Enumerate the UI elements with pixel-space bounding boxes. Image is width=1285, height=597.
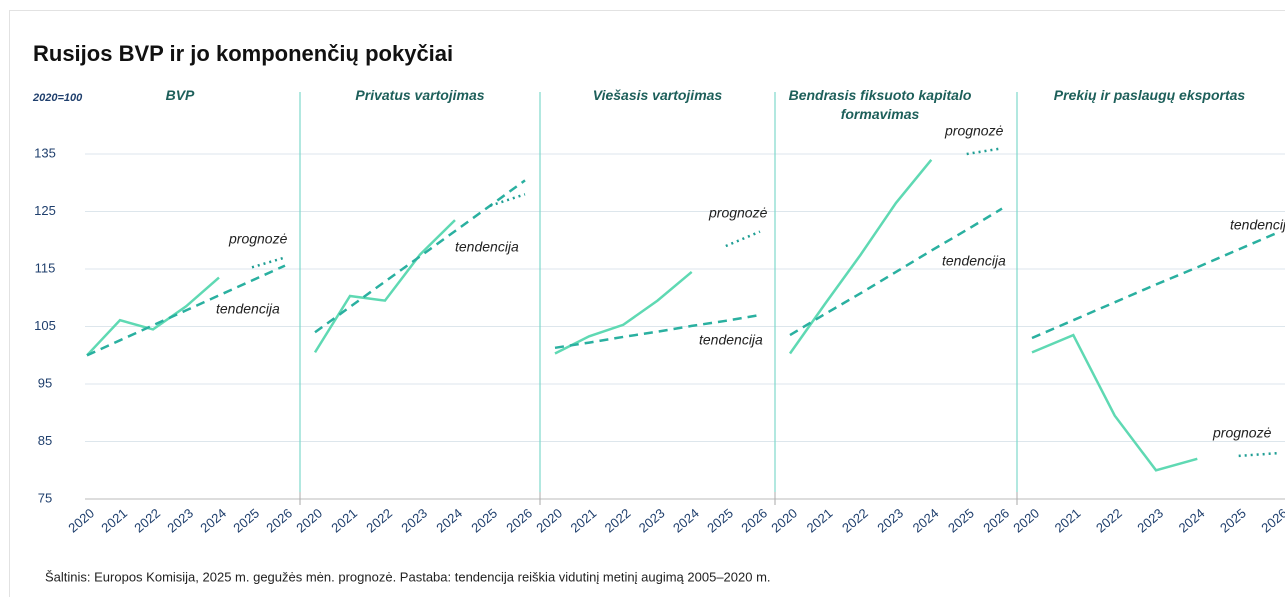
panel-title: BVP bbox=[165, 87, 195, 103]
x-tick-label: 2026 bbox=[263, 505, 295, 535]
y-tick-label: 125 bbox=[34, 203, 56, 218]
series-line bbox=[788, 159, 933, 355]
series-label: prognozė bbox=[1212, 425, 1272, 441]
series-line bbox=[489, 193, 526, 207]
series-label: prognozė bbox=[228, 231, 288, 247]
series-line bbox=[966, 147, 1003, 156]
x-tick-label: 2022 bbox=[839, 505, 871, 535]
y-tick-label: 85 bbox=[38, 433, 52, 448]
x-tick-label: 2024 bbox=[670, 505, 702, 535]
x-tick-label: 2021 bbox=[1052, 505, 1084, 535]
x-tick-label: 2021 bbox=[98, 505, 130, 535]
x-tick-label: 2023 bbox=[636, 505, 668, 535]
x-tick-label: 2024 bbox=[1176, 505, 1208, 535]
series-label: tendencija bbox=[216, 301, 280, 317]
panel-title: Privatus vartojimas bbox=[355, 87, 485, 103]
series-label: tendencija bbox=[942, 253, 1006, 269]
series-line bbox=[86, 276, 220, 357]
x-tick-label: 2020 bbox=[293, 505, 325, 535]
x-tick-label: 2026 bbox=[1258, 505, 1285, 535]
x-tick-label: 2025 bbox=[1217, 505, 1249, 535]
series-label: prognozė bbox=[944, 123, 1004, 139]
x-tick-label: 2024 bbox=[197, 505, 229, 535]
x-tick-label: 2023 bbox=[398, 505, 430, 535]
series-line bbox=[313, 219, 456, 354]
x-tick-label: 2022 bbox=[363, 505, 395, 535]
panel-title: Prekių ir paslaugų eksportas bbox=[1053, 87, 1246, 103]
panel-title: Bendrasis fiksuoto kapitalo formavimas bbox=[788, 87, 972, 122]
x-tick-label: 2023 bbox=[1134, 505, 1166, 535]
series-line bbox=[789, 207, 1003, 337]
x-tick-label: 2020 bbox=[533, 505, 565, 535]
series-line bbox=[725, 230, 761, 248]
x-tick-label: 2020 bbox=[65, 505, 97, 535]
series-label: tendencija bbox=[699, 332, 763, 348]
x-tick-label: 2021 bbox=[328, 505, 360, 535]
x-tick-label: 2025 bbox=[230, 505, 262, 535]
y-tick-label: 105 bbox=[34, 318, 56, 333]
series-line bbox=[86, 264, 286, 357]
x-tick-label: 2020 bbox=[1010, 505, 1042, 535]
x-tick-label: 2025 bbox=[945, 505, 977, 535]
y-tick-label: 135 bbox=[34, 145, 56, 160]
x-tick-label: 2022 bbox=[602, 505, 634, 535]
series-line bbox=[1031, 333, 1198, 472]
x-tick-label: 2023 bbox=[874, 505, 906, 535]
y-tick-label: 75 bbox=[38, 490, 52, 505]
x-tick-label: 2021 bbox=[568, 505, 600, 535]
x-tick-label: 2025 bbox=[468, 505, 500, 535]
x-tick-label: 2024 bbox=[910, 505, 942, 535]
y-axis-label: 2020=100 bbox=[32, 92, 83, 104]
y-tick-label: 115 bbox=[35, 260, 56, 275]
y-tick-label: 95 bbox=[38, 375, 52, 390]
frame bbox=[9, 10, 1285, 597]
x-tick-label: 2021 bbox=[804, 505, 836, 535]
series-line bbox=[251, 256, 286, 269]
panel-title: Viešasis vartojimas bbox=[592, 87, 723, 103]
x-tick-label: 2024 bbox=[433, 505, 465, 535]
series-line bbox=[1031, 230, 1281, 340]
x-tick-label: 2020 bbox=[768, 505, 800, 535]
x-tick-label: 2022 bbox=[131, 505, 163, 535]
series-line bbox=[554, 313, 761, 350]
chart-title: Rusijos BVP ir jo komponenčių pokyčiai bbox=[33, 41, 453, 66]
series-label: tendencija bbox=[1230, 217, 1285, 233]
series-line bbox=[1238, 451, 1281, 458]
series-line bbox=[554, 270, 693, 355]
x-tick-label: 2026 bbox=[980, 505, 1012, 535]
x-tick-label: 2022 bbox=[1093, 505, 1125, 535]
series-label: prognozė bbox=[708, 205, 768, 221]
x-tick-label: 2025 bbox=[704, 505, 736, 535]
x-tick-label: 2023 bbox=[164, 505, 196, 535]
source-note: Šaltinis: Europos Komisija, 2025 m. gegu… bbox=[45, 569, 771, 584]
x-tick-label: 2026 bbox=[738, 505, 770, 535]
x-tick-label: 2026 bbox=[503, 505, 535, 535]
series-label: tendencija bbox=[455, 239, 519, 255]
